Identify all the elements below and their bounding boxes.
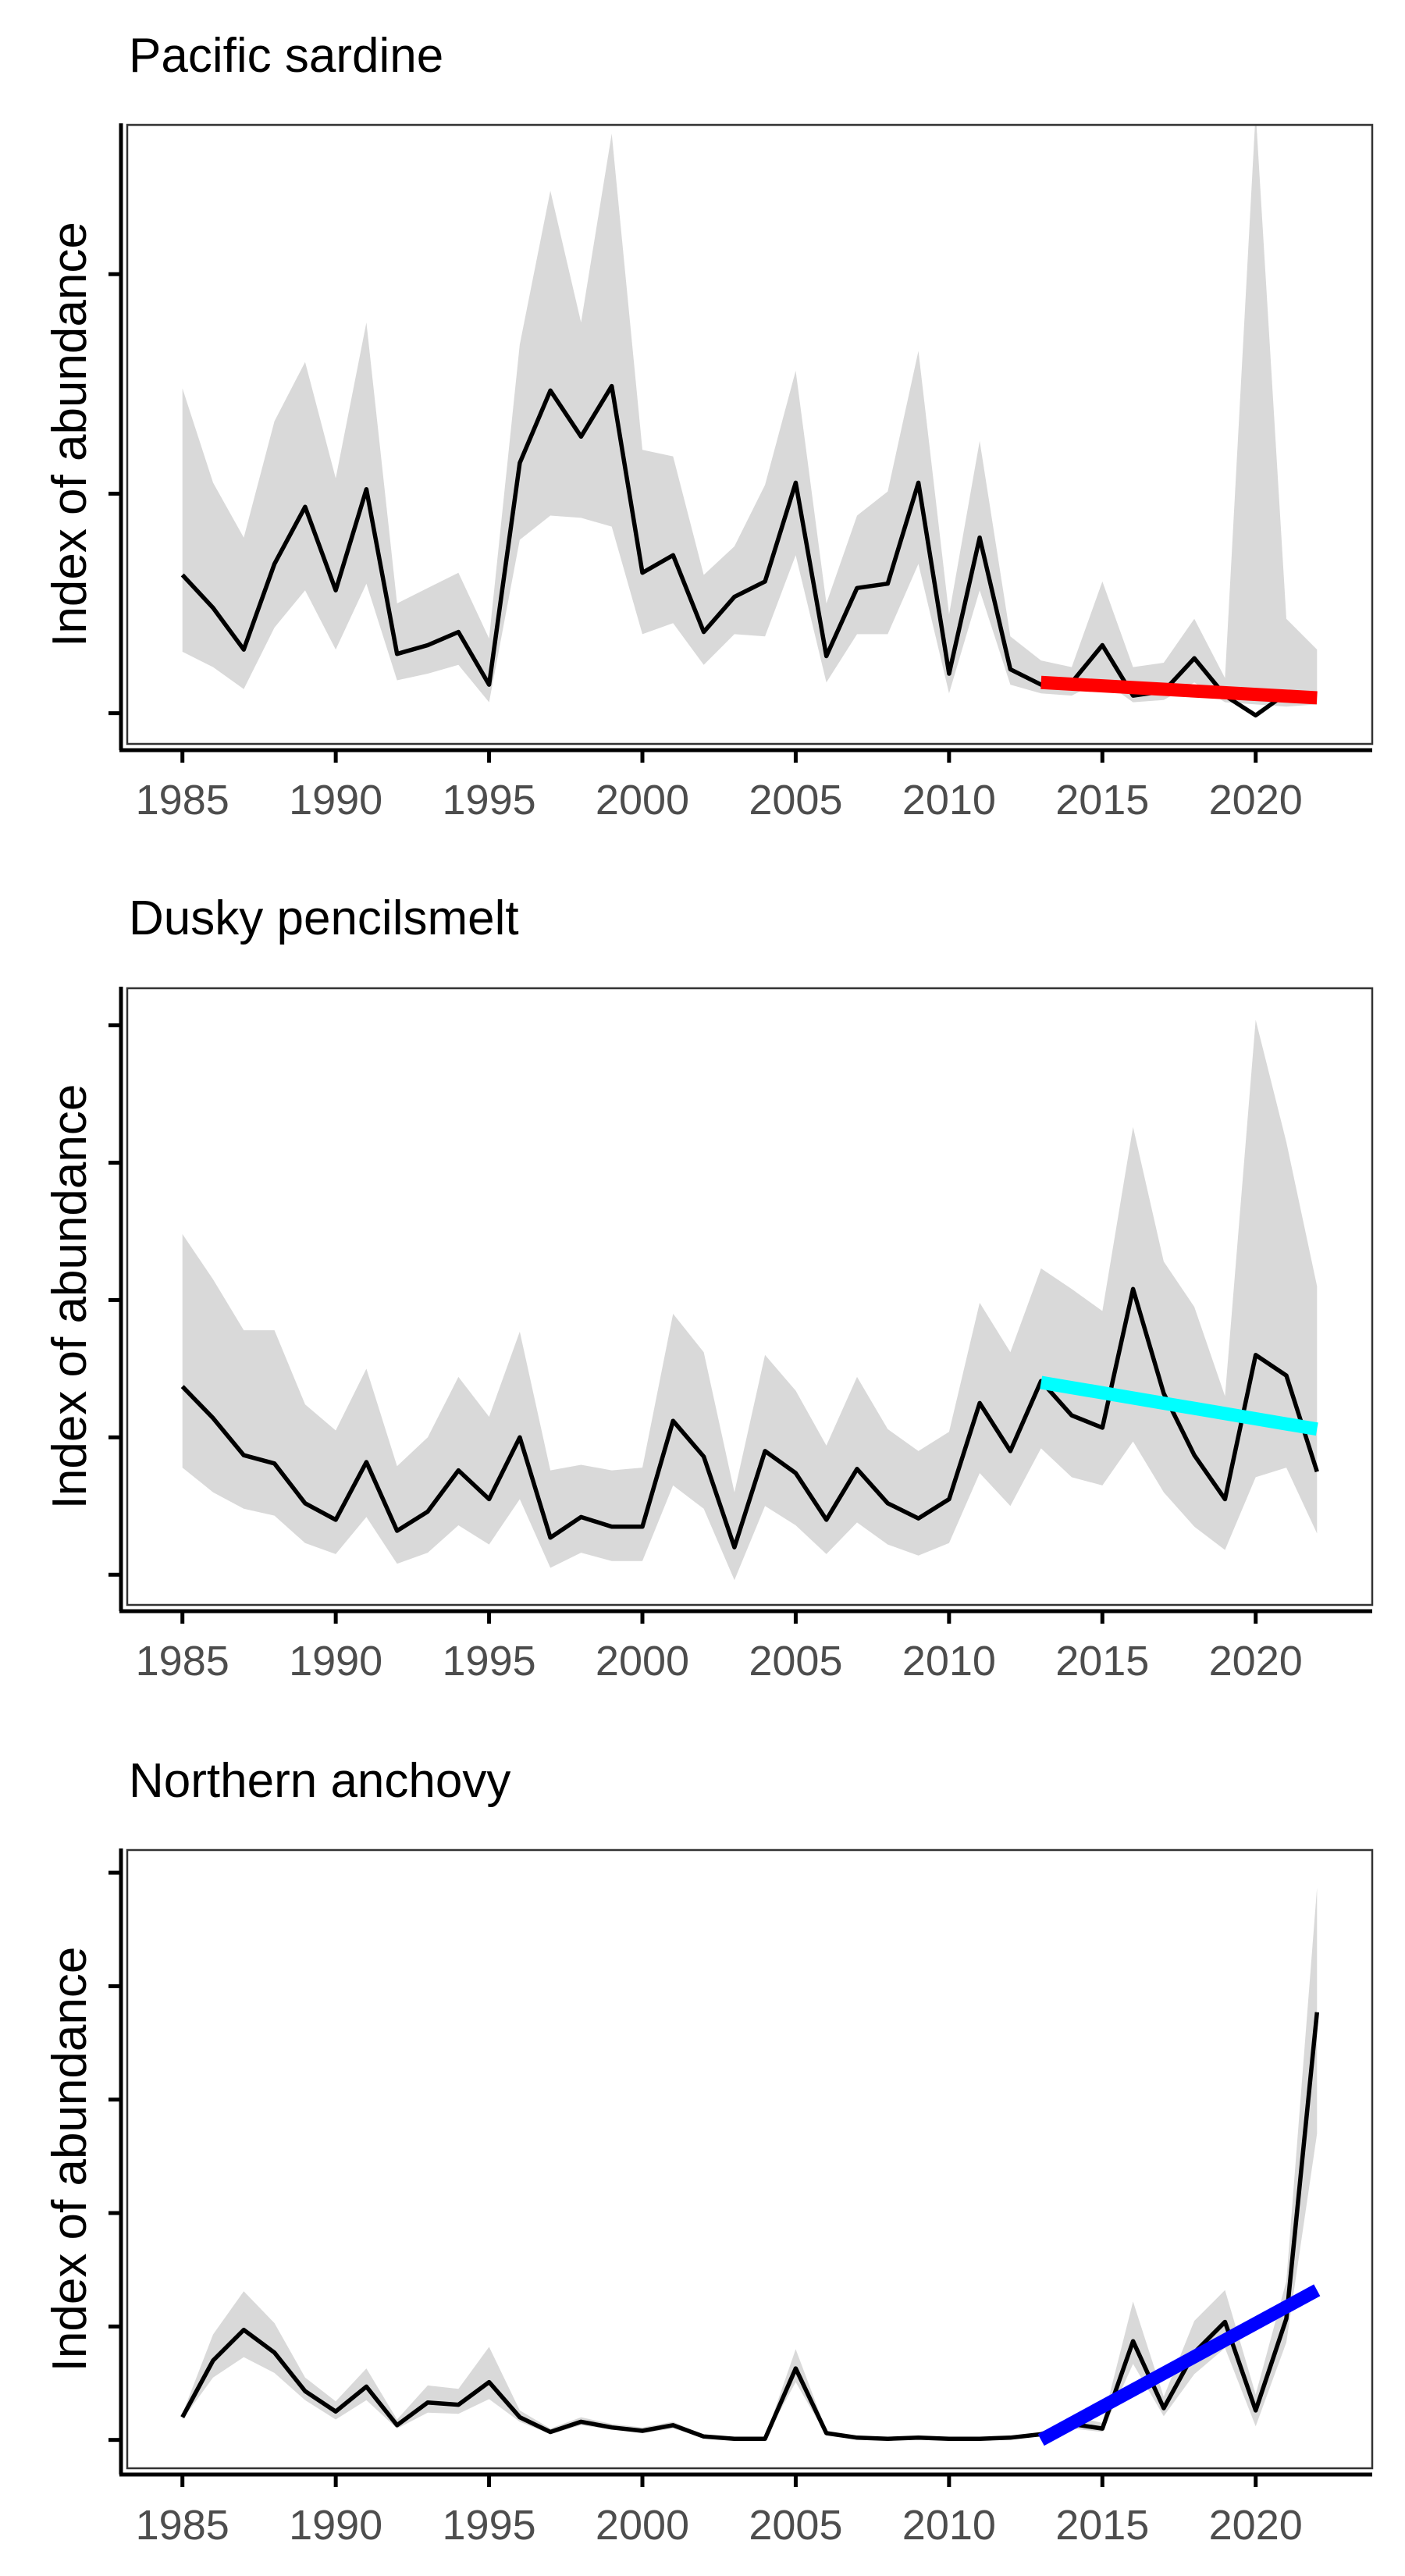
panel-title: Northern anchovy — [129, 1754, 510, 1808]
trend-line — [1037, 2284, 1321, 2446]
x-tick-label: 2015 — [1055, 777, 1149, 824]
panel-title: Dusky pencilsmelt — [129, 891, 519, 945]
index-line — [180, 1286, 1319, 1550]
trend-line — [1040, 675, 1318, 705]
x-tick-label: 2010 — [902, 1638, 996, 1685]
x-tick-label: 1995 — [443, 777, 536, 824]
panel-border — [126, 1848, 1374, 2470]
x-tick-label: 2000 — [596, 777, 689, 824]
panel-border — [126, 987, 1374, 1606]
confidence-band — [182, 1019, 1318, 1581]
x-tick-label: 1990 — [289, 2502, 382, 2549]
plot-area — [180, 1019, 1319, 1581]
x-tick-label: 2005 — [749, 2502, 842, 2549]
x-tick-label: 1995 — [443, 2502, 536, 2549]
panel-title: Pacific sardine — [129, 29, 443, 83]
confidence-band — [182, 1888, 1318, 2439]
x-tick-label: 2015 — [1055, 1638, 1149, 1685]
x-tick-label: 2010 — [902, 2502, 996, 2549]
panel-2: Dusky pencilsmelt Index of abundance 1985 1… — [43, 891, 1374, 1685]
x-tick-label: 2005 — [749, 777, 842, 824]
x-tick-label: 2015 — [1055, 2502, 1149, 2549]
x-tick-label: 1995 — [443, 1638, 536, 1685]
confidence-band — [182, 125, 1318, 707]
x-tick-label: 1985 — [136, 777, 229, 824]
x-tick-label: 1985 — [136, 2502, 229, 2549]
panel-1: Pacific sardine Index of abundance 1985 199… — [43, 29, 1374, 824]
x-tick-label: 2020 — [1209, 1638, 1303, 1685]
y-axis-label: Index of abundance — [43, 1947, 97, 2372]
plot-area — [180, 1888, 1321, 2446]
x-tick-label: 1990 — [289, 1638, 382, 1685]
panel-border — [126, 123, 1374, 745]
plot-area — [180, 125, 1318, 718]
index-line — [180, 2012, 1320, 2441]
panel-3: Northern anchovy Index of abundance 1985 19… — [43, 1754, 1374, 2549]
y-axis-label: Index of abundance — [43, 222, 97, 647]
x-tick-label: 2005 — [749, 1638, 842, 1685]
x-tick-label: 2000 — [596, 2502, 689, 2549]
x-tick-label: 1985 — [136, 1638, 229, 1685]
x-tick-label: 2020 — [1209, 2502, 1303, 2549]
x-tick-label: 2020 — [1209, 777, 1303, 824]
y-axis-label: Index of abundance — [43, 1084, 97, 1510]
x-tick-label: 2000 — [596, 1638, 689, 1685]
trend-line — [1040, 1375, 1318, 1436]
x-tick-label: 1990 — [289, 777, 382, 824]
x-tick-label: 2010 — [902, 777, 996, 824]
